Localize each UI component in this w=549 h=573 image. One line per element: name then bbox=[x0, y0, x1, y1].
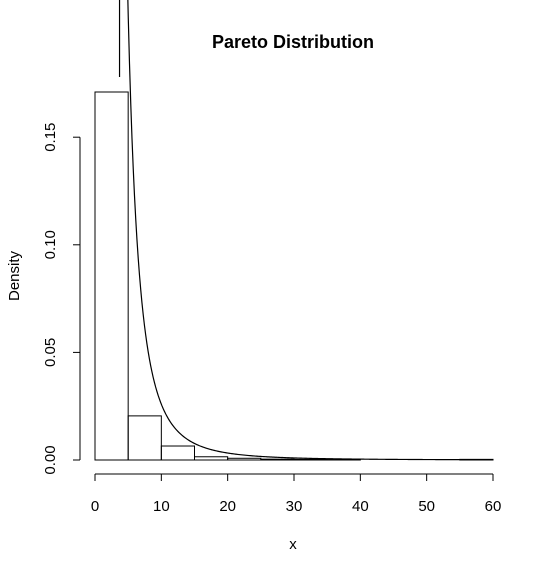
y-tick-label: 0.00 bbox=[42, 445, 59, 474]
x-tick-label: 0 bbox=[91, 498, 99, 515]
histogram-bars bbox=[94, 91, 494, 461]
y-tick-label: 0.05 bbox=[42, 338, 59, 367]
histogram-bar bbox=[94, 91, 129, 461]
density-curve-group bbox=[118, 0, 493, 461]
histogram-bar bbox=[293, 458, 328, 461]
y-tick-label: 0.10 bbox=[42, 230, 59, 259]
x-tick-label: 10 bbox=[153, 498, 170, 515]
y-axis: 0.00 0.05 0.10 0.15 bbox=[42, 123, 81, 475]
histogram-bar bbox=[160, 445, 195, 461]
histogram-bar bbox=[227, 457, 262, 461]
density-curve bbox=[118, 0, 493, 461]
x-axis-label: x bbox=[289, 536, 297, 553]
x-tick-label: 40 bbox=[352, 498, 369, 515]
y-tick-label: 0.15 bbox=[42, 123, 59, 152]
y-axis-label: Density bbox=[6, 250, 23, 301]
x-tick-label: 60 bbox=[485, 498, 502, 515]
x-axis: 0 10 20 30 40 50 60 bbox=[91, 473, 502, 515]
histogram-bar bbox=[127, 415, 162, 461]
x-tick-label: 20 bbox=[219, 498, 236, 515]
x-tick-label: 50 bbox=[418, 498, 435, 515]
histogram-bar bbox=[194, 456, 229, 461]
histogram-bar bbox=[260, 458, 295, 461]
chart-title: Pareto Distribution bbox=[212, 32, 374, 52]
x-tick-label: 30 bbox=[286, 498, 303, 515]
